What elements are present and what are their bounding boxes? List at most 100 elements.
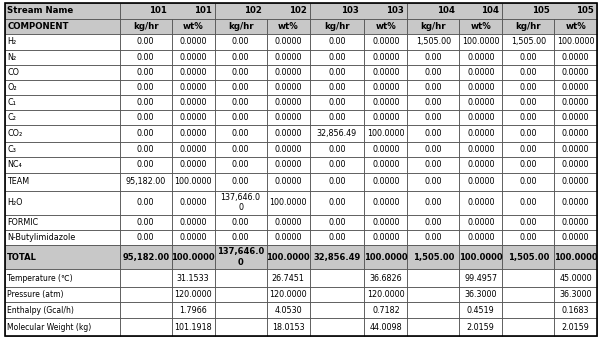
Text: 0.00: 0.00: [137, 113, 155, 122]
Text: 95,182.00: 95,182.00: [122, 253, 169, 262]
Text: 0.1683: 0.1683: [562, 306, 589, 315]
Bar: [309, 35, 364, 49]
Bar: [364, 302, 408, 318]
Bar: [5, 191, 120, 215]
Text: 0.00: 0.00: [137, 160, 155, 170]
Bar: [459, 191, 502, 215]
Text: 100.0000: 100.0000: [364, 253, 408, 262]
Bar: [459, 215, 502, 230]
Bar: [459, 95, 502, 110]
Bar: [459, 142, 502, 157]
Bar: [120, 3, 215, 19]
Bar: [554, 125, 597, 142]
Text: 0.0000: 0.0000: [275, 177, 302, 186]
Bar: [215, 302, 267, 318]
Bar: [172, 287, 215, 302]
Bar: [172, 19, 215, 35]
Bar: [5, 142, 120, 157]
Text: 0.0000: 0.0000: [372, 218, 400, 227]
Bar: [459, 318, 502, 336]
Text: N₂: N₂: [7, 53, 16, 62]
Bar: [459, 125, 502, 142]
Text: 36.3000: 36.3000: [465, 290, 497, 299]
Text: 100.0000: 100.0000: [462, 37, 500, 46]
Bar: [502, 287, 554, 302]
Bar: [554, 110, 597, 125]
Text: 0.00: 0.00: [328, 198, 346, 207]
Bar: [309, 302, 364, 318]
Bar: [120, 269, 172, 287]
Bar: [215, 65, 267, 80]
Bar: [5, 269, 120, 287]
Bar: [172, 65, 215, 80]
Bar: [172, 49, 215, 65]
Bar: [172, 49, 215, 65]
Bar: [309, 230, 364, 245]
Text: 0.0000: 0.0000: [467, 83, 494, 92]
Bar: [5, 95, 120, 110]
Bar: [5, 3, 120, 19]
Text: 0.00: 0.00: [137, 68, 155, 77]
Text: 0.0000: 0.0000: [372, 68, 400, 77]
Bar: [502, 125, 554, 142]
Bar: [120, 215, 172, 230]
Bar: [309, 173, 364, 191]
Bar: [364, 80, 408, 95]
Bar: [364, 95, 408, 110]
Bar: [502, 191, 554, 215]
Text: 0.0000: 0.0000: [179, 37, 207, 46]
Bar: [215, 142, 267, 157]
Bar: [5, 35, 120, 49]
Bar: [364, 19, 408, 35]
Bar: [120, 3, 215, 19]
Bar: [502, 269, 554, 287]
Bar: [502, 157, 554, 173]
Bar: [215, 95, 267, 110]
Text: 0.00: 0.00: [520, 68, 537, 77]
Bar: [267, 157, 309, 173]
Text: 0.00: 0.00: [328, 113, 346, 122]
Bar: [459, 35, 502, 49]
Text: 1,505.00: 1,505.00: [416, 37, 451, 46]
Bar: [502, 3, 597, 19]
Bar: [364, 110, 408, 125]
Bar: [267, 191, 309, 215]
Bar: [502, 110, 554, 125]
Text: 26.7451: 26.7451: [272, 274, 305, 283]
Bar: [459, 80, 502, 95]
Text: 0.0000: 0.0000: [467, 218, 494, 227]
Bar: [215, 110, 267, 125]
Bar: [120, 80, 172, 95]
Bar: [5, 215, 120, 230]
Text: Enthalpy (Gcal/h): Enthalpy (Gcal/h): [7, 306, 74, 315]
Bar: [267, 125, 309, 142]
Bar: [172, 215, 215, 230]
Bar: [554, 269, 597, 287]
Text: H₂O: H₂O: [7, 198, 23, 207]
Bar: [215, 49, 267, 65]
Text: 101.1918: 101.1918: [175, 323, 212, 332]
Bar: [502, 35, 554, 49]
Bar: [459, 302, 502, 318]
Bar: [459, 302, 502, 318]
Bar: [267, 245, 309, 269]
Bar: [120, 35, 172, 49]
Bar: [5, 65, 120, 80]
Text: 100.0000: 100.0000: [269, 198, 307, 207]
Text: 0.00: 0.00: [137, 218, 155, 227]
Bar: [554, 80, 597, 95]
Bar: [459, 318, 502, 336]
Bar: [554, 157, 597, 173]
Bar: [309, 19, 364, 35]
Text: 0.0000: 0.0000: [275, 145, 302, 154]
Bar: [172, 157, 215, 173]
Bar: [459, 125, 502, 142]
Bar: [554, 215, 597, 230]
Text: 0.00: 0.00: [520, 83, 537, 92]
Bar: [5, 302, 120, 318]
Bar: [459, 191, 502, 215]
Text: 120.0000: 120.0000: [175, 290, 212, 299]
Bar: [172, 80, 215, 95]
Bar: [459, 157, 502, 173]
Bar: [364, 19, 408, 35]
